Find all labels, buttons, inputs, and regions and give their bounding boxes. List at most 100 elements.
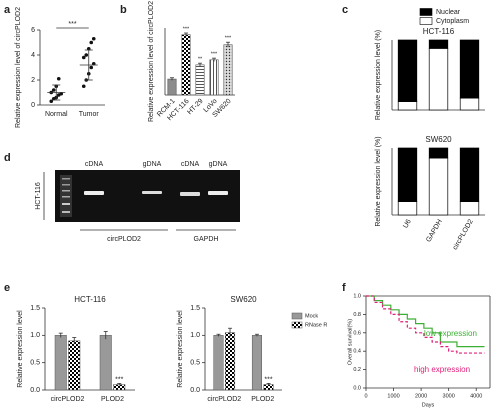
panel-label: f: [342, 282, 346, 294]
bar: [181, 34, 191, 96]
bar-segment: [459, 147, 480, 202]
lane-label: gDNA: [143, 161, 162, 168]
legend-swatch: [419, 17, 433, 25]
bar-segment: [397, 101, 418, 111]
x-tick-label: PLOD2: [101, 396, 124, 403]
y-tick-label: 0: [31, 102, 35, 109]
chart-title: SW620: [230, 295, 257, 304]
x-tick-label: U6: [402, 218, 413, 229]
significance: ***: [264, 376, 272, 383]
bar-segment: [428, 48, 449, 111]
bar: [223, 44, 233, 96]
x-tick-label: circPLOD2: [207, 396, 241, 403]
legend-label: high expression: [414, 365, 470, 374]
data-point: [81, 84, 86, 89]
bar: [68, 340, 81, 391]
bar: [225, 332, 236, 391]
x-tick-label: 4000: [470, 393, 482, 399]
data-point: [81, 55, 86, 60]
y-tick-label: 2: [31, 77, 35, 84]
y-axis-label: Relative expression level of circPLOD2: [148, 1, 155, 122]
panel-label: b: [120, 4, 127, 16]
y-tick-label: 4: [31, 52, 35, 59]
bar: [195, 64, 205, 96]
x-tick-label: 0: [364, 393, 367, 399]
gel-image: cDNA gDNA cDNA gDNA HCT-116 circPLOD2 GA…: [35, 161, 240, 243]
lane-label: cDNA: [181, 161, 200, 168]
bar-segment: [459, 97, 480, 111]
gel-band: [208, 191, 228, 195]
data-point: [89, 65, 94, 70]
significance: ***: [211, 52, 218, 58]
bar: [54, 335, 67, 391]
significance: ***: [183, 26, 190, 32]
x-axis-label: Days: [422, 402, 435, 408]
x-tick-label: GAPDH: [425, 218, 444, 243]
ladder-band: [62, 196, 70, 198]
chart-title: HCT-116: [74, 295, 106, 304]
lane-label: gDNA: [209, 161, 228, 168]
panel-label: c: [342, 4, 348, 16]
y-tick-label: 0.6: [353, 330, 361, 336]
survival-curve: [366, 295, 485, 354]
significance: ***: [68, 21, 76, 28]
bar-segment: [428, 147, 449, 159]
bar: [167, 78, 177, 96]
sample-label: HCT-116: [35, 182, 42, 210]
panel-label: e: [4, 282, 10, 294]
data-point: [89, 40, 94, 45]
ladder-band: [62, 211, 70, 213]
gel-band: [84, 191, 104, 195]
y-tick-label: 0.4: [353, 349, 361, 355]
bar-segment: [397, 201, 418, 216]
bar: [209, 59, 219, 96]
y-tick-label: 0.0: [353, 385, 361, 391]
y-tick-label: 0.8: [353, 312, 361, 318]
chart-title: SW620: [425, 135, 452, 144]
legend-swatch: [291, 312, 303, 320]
ladder-band: [62, 178, 70, 180]
y-tick-label: 1.0: [30, 332, 40, 339]
lane-label: cDNA: [85, 161, 104, 168]
x-tick-label: circPLOD2: [51, 396, 85, 403]
y-axis-label: Relative expression level (%): [375, 136, 382, 226]
data-point: [51, 88, 56, 92]
x-tick-label: circPLOD2: [452, 218, 475, 251]
bar: [99, 335, 112, 391]
legend-label: Nuclear: [436, 9, 461, 16]
ladder-band: [62, 190, 70, 192]
y-tick-label: 1.5: [30, 305, 40, 312]
bar: [251, 335, 262, 391]
legend-label: RNase R: [305, 322, 327, 328]
y-axis-label: Relative expression level of circPLOD2: [15, 7, 22, 128]
bar: [213, 335, 224, 391]
gel-band: [142, 191, 162, 194]
group-label: circPLOD2: [107, 236, 141, 243]
y-axis-label: Overall survival(%): [347, 319, 353, 365]
bar-segment: [428, 39, 449, 49]
data-point: [56, 76, 61, 81]
legend-swatch: [291, 321, 303, 329]
y-tick-label: 1.0: [190, 332, 200, 339]
y-tick-label: 0.0: [30, 387, 40, 394]
legend-label: low expression: [424, 329, 477, 338]
panel-label: d: [4, 152, 11, 164]
x-tick-label: 2000: [415, 393, 427, 399]
y-axis-label: Relative expression level: [17, 310, 24, 388]
ladder-band: [62, 184, 70, 186]
significance: **: [198, 57, 203, 63]
y-axis-label: Relative expression level (%): [375, 30, 382, 120]
y-tick-label: 0.5: [30, 360, 40, 367]
x-tick-label: 1000: [387, 393, 399, 399]
bar-segment: [428, 157, 449, 216]
legend-label: Mock: [305, 313, 318, 319]
bar-segment: [397, 39, 418, 102]
bar-segment: [459, 201, 480, 216]
bar-segment: [397, 147, 418, 202]
ladder-band: [62, 203, 70, 205]
significance: ***: [225, 36, 232, 42]
y-tick-label: 0.0: [190, 387, 200, 394]
x-tick-label: HT-29: [186, 98, 205, 117]
